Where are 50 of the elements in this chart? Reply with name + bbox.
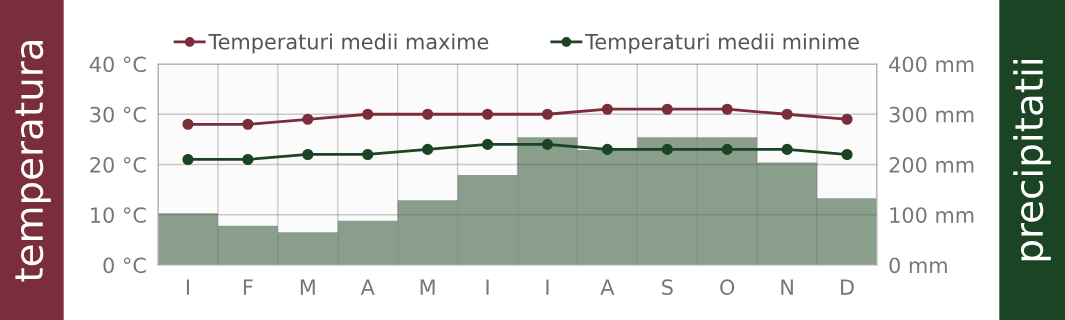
y2-tick-label: 200 mm [889,156,974,173]
point [601,103,613,115]
x-tick-label: F [243,279,253,295]
point [422,108,434,120]
x-tick-label: A [600,279,615,295]
point [182,153,194,166]
y2-tick-label: 300 mm [889,106,974,123]
x-tick-label: I [486,279,489,295]
point [422,143,434,155]
x-tick-label: N [781,279,793,295]
y-tick-label: 10 °C [91,207,146,223]
point [661,143,673,155]
y-tick-label: 20 °C [90,156,146,173]
x-tick-label: I [546,279,549,295]
point [362,148,374,161]
point [242,118,254,130]
point [302,148,314,161]
point [601,143,613,155]
y-tick-label: 30 °C [90,106,146,123]
point [481,108,494,120]
point [541,138,554,150]
point [841,113,853,125]
legend-label: Temperaturi medii minime [585,33,859,54]
y-tick-label: 40 °C [89,56,146,73]
point [362,108,374,120]
y2-axis-title: precipitatii [1013,59,1051,261]
point [302,113,314,125]
y2-tick-label: 400 mm [889,56,974,73]
x-tick-label: I [186,279,189,295]
point [781,143,793,155]
y-tick-label: 0 °C [103,257,146,274]
legend-label: Temperaturi medii maxime [208,33,489,54]
x-tick-label: D [841,279,854,295]
x-tick-label: O [720,279,735,296]
y-axis-title: temperatura [15,40,51,282]
point [182,118,194,130]
point [841,148,853,161]
x-tick-label: M [300,279,315,295]
point [781,108,793,120]
y2-tick-label: 100 mm [890,207,974,223]
point [541,108,554,120]
point [661,103,673,115]
point [242,153,254,166]
point [721,143,733,155]
y2-tick-label: 0 mm [889,257,947,274]
x-tick-label: S [662,279,673,296]
point [481,138,494,150]
x-tick-label: A [360,279,375,295]
point [721,103,733,115]
x-tick-label: M [420,279,435,295]
